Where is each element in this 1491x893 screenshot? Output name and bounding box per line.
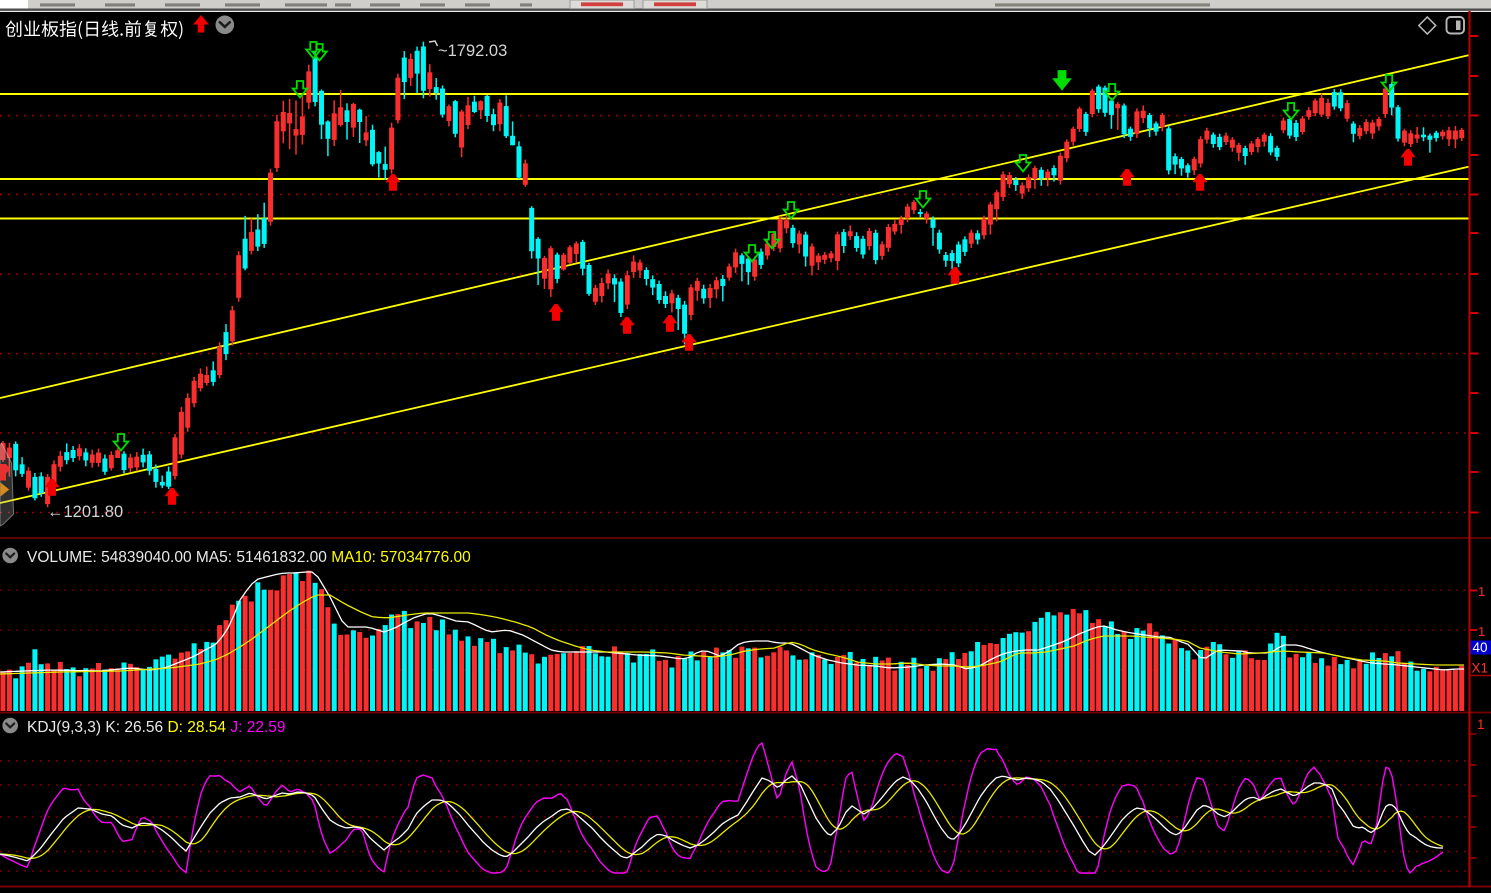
svg-text:←1201.80: ←1201.80 [47, 503, 123, 521]
svg-text:40: 40 [1473, 640, 1488, 655]
svg-text:~1792.03: ~1792.03 [438, 42, 507, 60]
svg-text:1: 1 [1477, 717, 1485, 732]
svg-text:X1: X1 [1472, 661, 1489, 676]
svg-text:1: 1 [1478, 624, 1485, 639]
svg-text:KDJ(9,3,3) K: 26.56 D: 28.54: KDJ(9,3,3) K: 26.56 D: 28.54 J: 22.59 [27, 719, 286, 736]
svg-text:1: 1 [1478, 584, 1485, 599]
svg-text:VOLUME: 54839040.00 MA5: 5146: VOLUME: 54839040.00 MA5: 51461832.00 MA1… [27, 549, 471, 566]
